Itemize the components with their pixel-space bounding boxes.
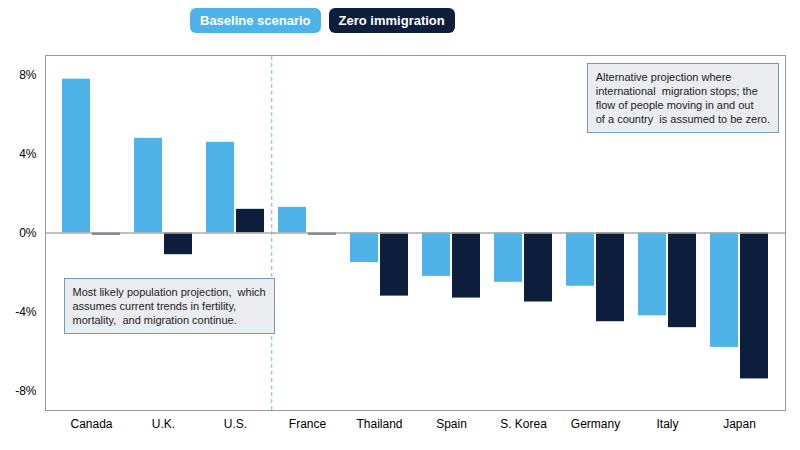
svg-text:Japan: Japan [723,417,756,431]
svg-text:Germany: Germany [571,417,620,431]
svg-text:4%: 4% [19,147,37,161]
svg-text:Italy: Italy [656,417,678,431]
html-text:Baseline scenario: Baseline scenario [200,12,311,28]
svg-text:Canada: Canada [70,417,112,431]
svg-text:S. Korea: S. Korea [500,417,547,431]
svg-text:Spain: Spain [436,417,467,431]
svg-text:France: France [289,417,327,431]
svg-text:0%: 0% [19,226,37,240]
svg-text:-8%: -8% [15,384,37,398]
html-text:Zero immigration: Zero immigration [338,12,445,28]
html-text:Most likely population project: Most likely population projection, which… [72,285,266,326]
svg-text:8%: 8% [19,68,37,82]
html-text:Alternative projection where i: Alternative projection where internation… [595,71,770,125]
svg-text:-4%: -4% [15,305,37,319]
svg-text:Thailand: Thailand [356,417,402,431]
svg-text:U.K.: U.K. [152,417,175,431]
svg-text:U.S.: U.S. [224,417,247,431]
